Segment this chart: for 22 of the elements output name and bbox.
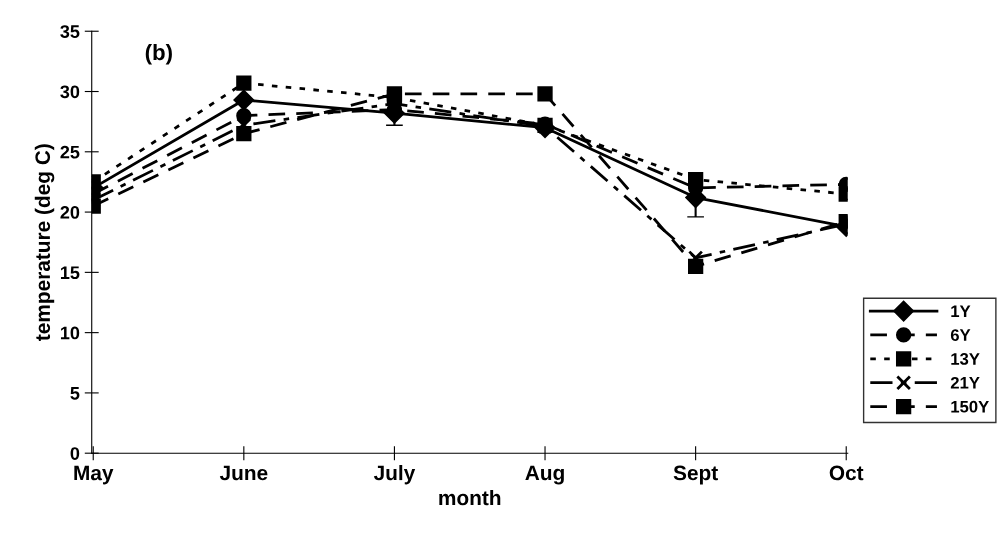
y-tick-label: 5 <box>70 387 80 400</box>
x-tick-label: July <box>373 465 416 485</box>
x-tick-label: Aug <box>525 465 564 485</box>
y-tick-label: 15 <box>60 266 80 280</box>
y-tick-label: 20 <box>60 206 80 219</box>
x-tick-label: June <box>219 465 268 481</box>
y-tick-label: 35 <box>60 25 80 38</box>
legend-label: 1Y <box>951 305 971 317</box>
x-tick-label: May <box>74 465 114 485</box>
x-tick-label: Oct <box>829 465 864 481</box>
y-tick-label: 30 <box>60 85 80 99</box>
legend-label: 13Y <box>951 353 980 365</box>
annotation: (b) <box>145 43 172 65</box>
y-tick-label: 0 <box>70 447 80 460</box>
y-tick-label: 10 <box>60 326 80 340</box>
legend-label: 21Y <box>950 376 980 389</box>
legend-label: 150Y <box>951 400 989 413</box>
legend-label: 6Y <box>950 329 971 341</box>
x-tick-label: Sept <box>673 465 718 485</box>
y-axis-title: temperature (deg C) <box>34 144 55 341</box>
x-axis-title: month <box>439 489 501 506</box>
y-tick-label: 25 <box>60 145 80 159</box>
